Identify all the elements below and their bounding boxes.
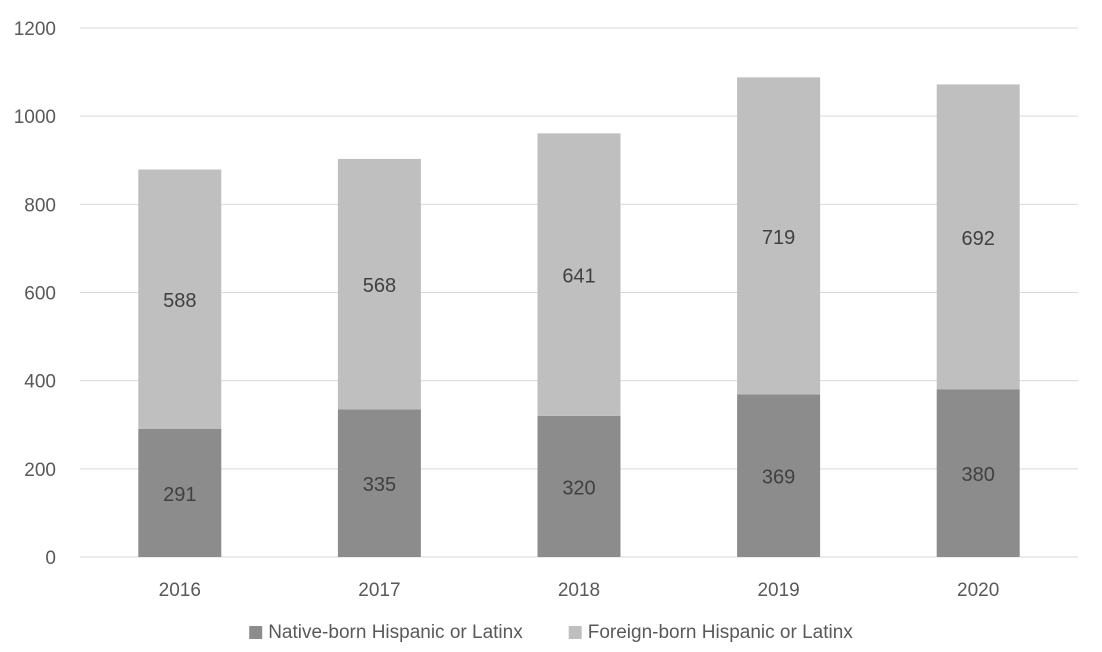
y-tick-label: 800 xyxy=(24,195,56,216)
bar-segment-native-born-2017 xyxy=(337,409,421,557)
bar-segment-native-born-2018 xyxy=(537,415,621,557)
data-label: 588 xyxy=(163,290,196,312)
y-tick-label: 600 xyxy=(24,284,56,305)
y-tick-label: 400 xyxy=(24,372,56,393)
y-tick-label: 1200 xyxy=(14,19,56,40)
y-tick-label: 200 xyxy=(24,460,56,481)
y-axis: 0 200 400 600 800 1000 1200 xyxy=(14,19,56,569)
bar-segment-native-born-2019 xyxy=(737,394,821,557)
x-axis: 2016 2017 2018 2019 2020 xyxy=(159,580,1000,601)
bars xyxy=(138,77,1020,557)
x-tick-label: 2016 xyxy=(159,580,201,601)
x-tick-label: 2018 xyxy=(558,580,600,601)
bar-segment-native-born-2016 xyxy=(138,428,222,557)
x-tick-label: 2017 xyxy=(358,580,400,601)
data-labels: 291 588 335 568 320 641 369 719 380 692 xyxy=(163,227,995,506)
legend-swatch xyxy=(568,626,582,639)
bar-segment-foreign-born-2019 xyxy=(737,77,821,395)
data-label: 320 xyxy=(562,477,595,499)
data-label: 719 xyxy=(762,227,795,249)
legend-swatch xyxy=(249,626,263,639)
y-tick-label: 1000 xyxy=(14,107,56,128)
x-tick-label: 2019 xyxy=(757,580,799,601)
x-tick-label: 2020 xyxy=(957,580,999,601)
data-label: 641 xyxy=(562,266,595,288)
bar-segment-foreign-born-2017 xyxy=(337,158,421,410)
legend-label: Foreign-born Hispanic or Latinx xyxy=(588,622,854,643)
data-label: 291 xyxy=(163,484,196,506)
legend-item-foreign-born: Foreign-born Hispanic or Latinx xyxy=(568,622,854,643)
data-label: 568 xyxy=(363,275,396,297)
y-tick-label: 0 xyxy=(45,548,56,569)
data-label: 692 xyxy=(962,228,995,250)
bar-segment-foreign-born-2018 xyxy=(537,133,621,416)
bar-segment-foreign-born-2020 xyxy=(936,84,1020,390)
legend-label: Native-born Hispanic or Latinx xyxy=(268,622,523,643)
data-label: 380 xyxy=(962,464,995,486)
data-label: 335 xyxy=(363,474,396,496)
data-label: 369 xyxy=(762,467,795,489)
legend-item-native-born: Native-born Hispanic or Latinx xyxy=(249,622,523,643)
bar-segment-native-born-2020 xyxy=(936,389,1020,557)
bar-segment-foreign-born-2016 xyxy=(138,169,222,429)
legend: Native-born Hispanic or Latinx Foreign-bo… xyxy=(249,622,853,643)
